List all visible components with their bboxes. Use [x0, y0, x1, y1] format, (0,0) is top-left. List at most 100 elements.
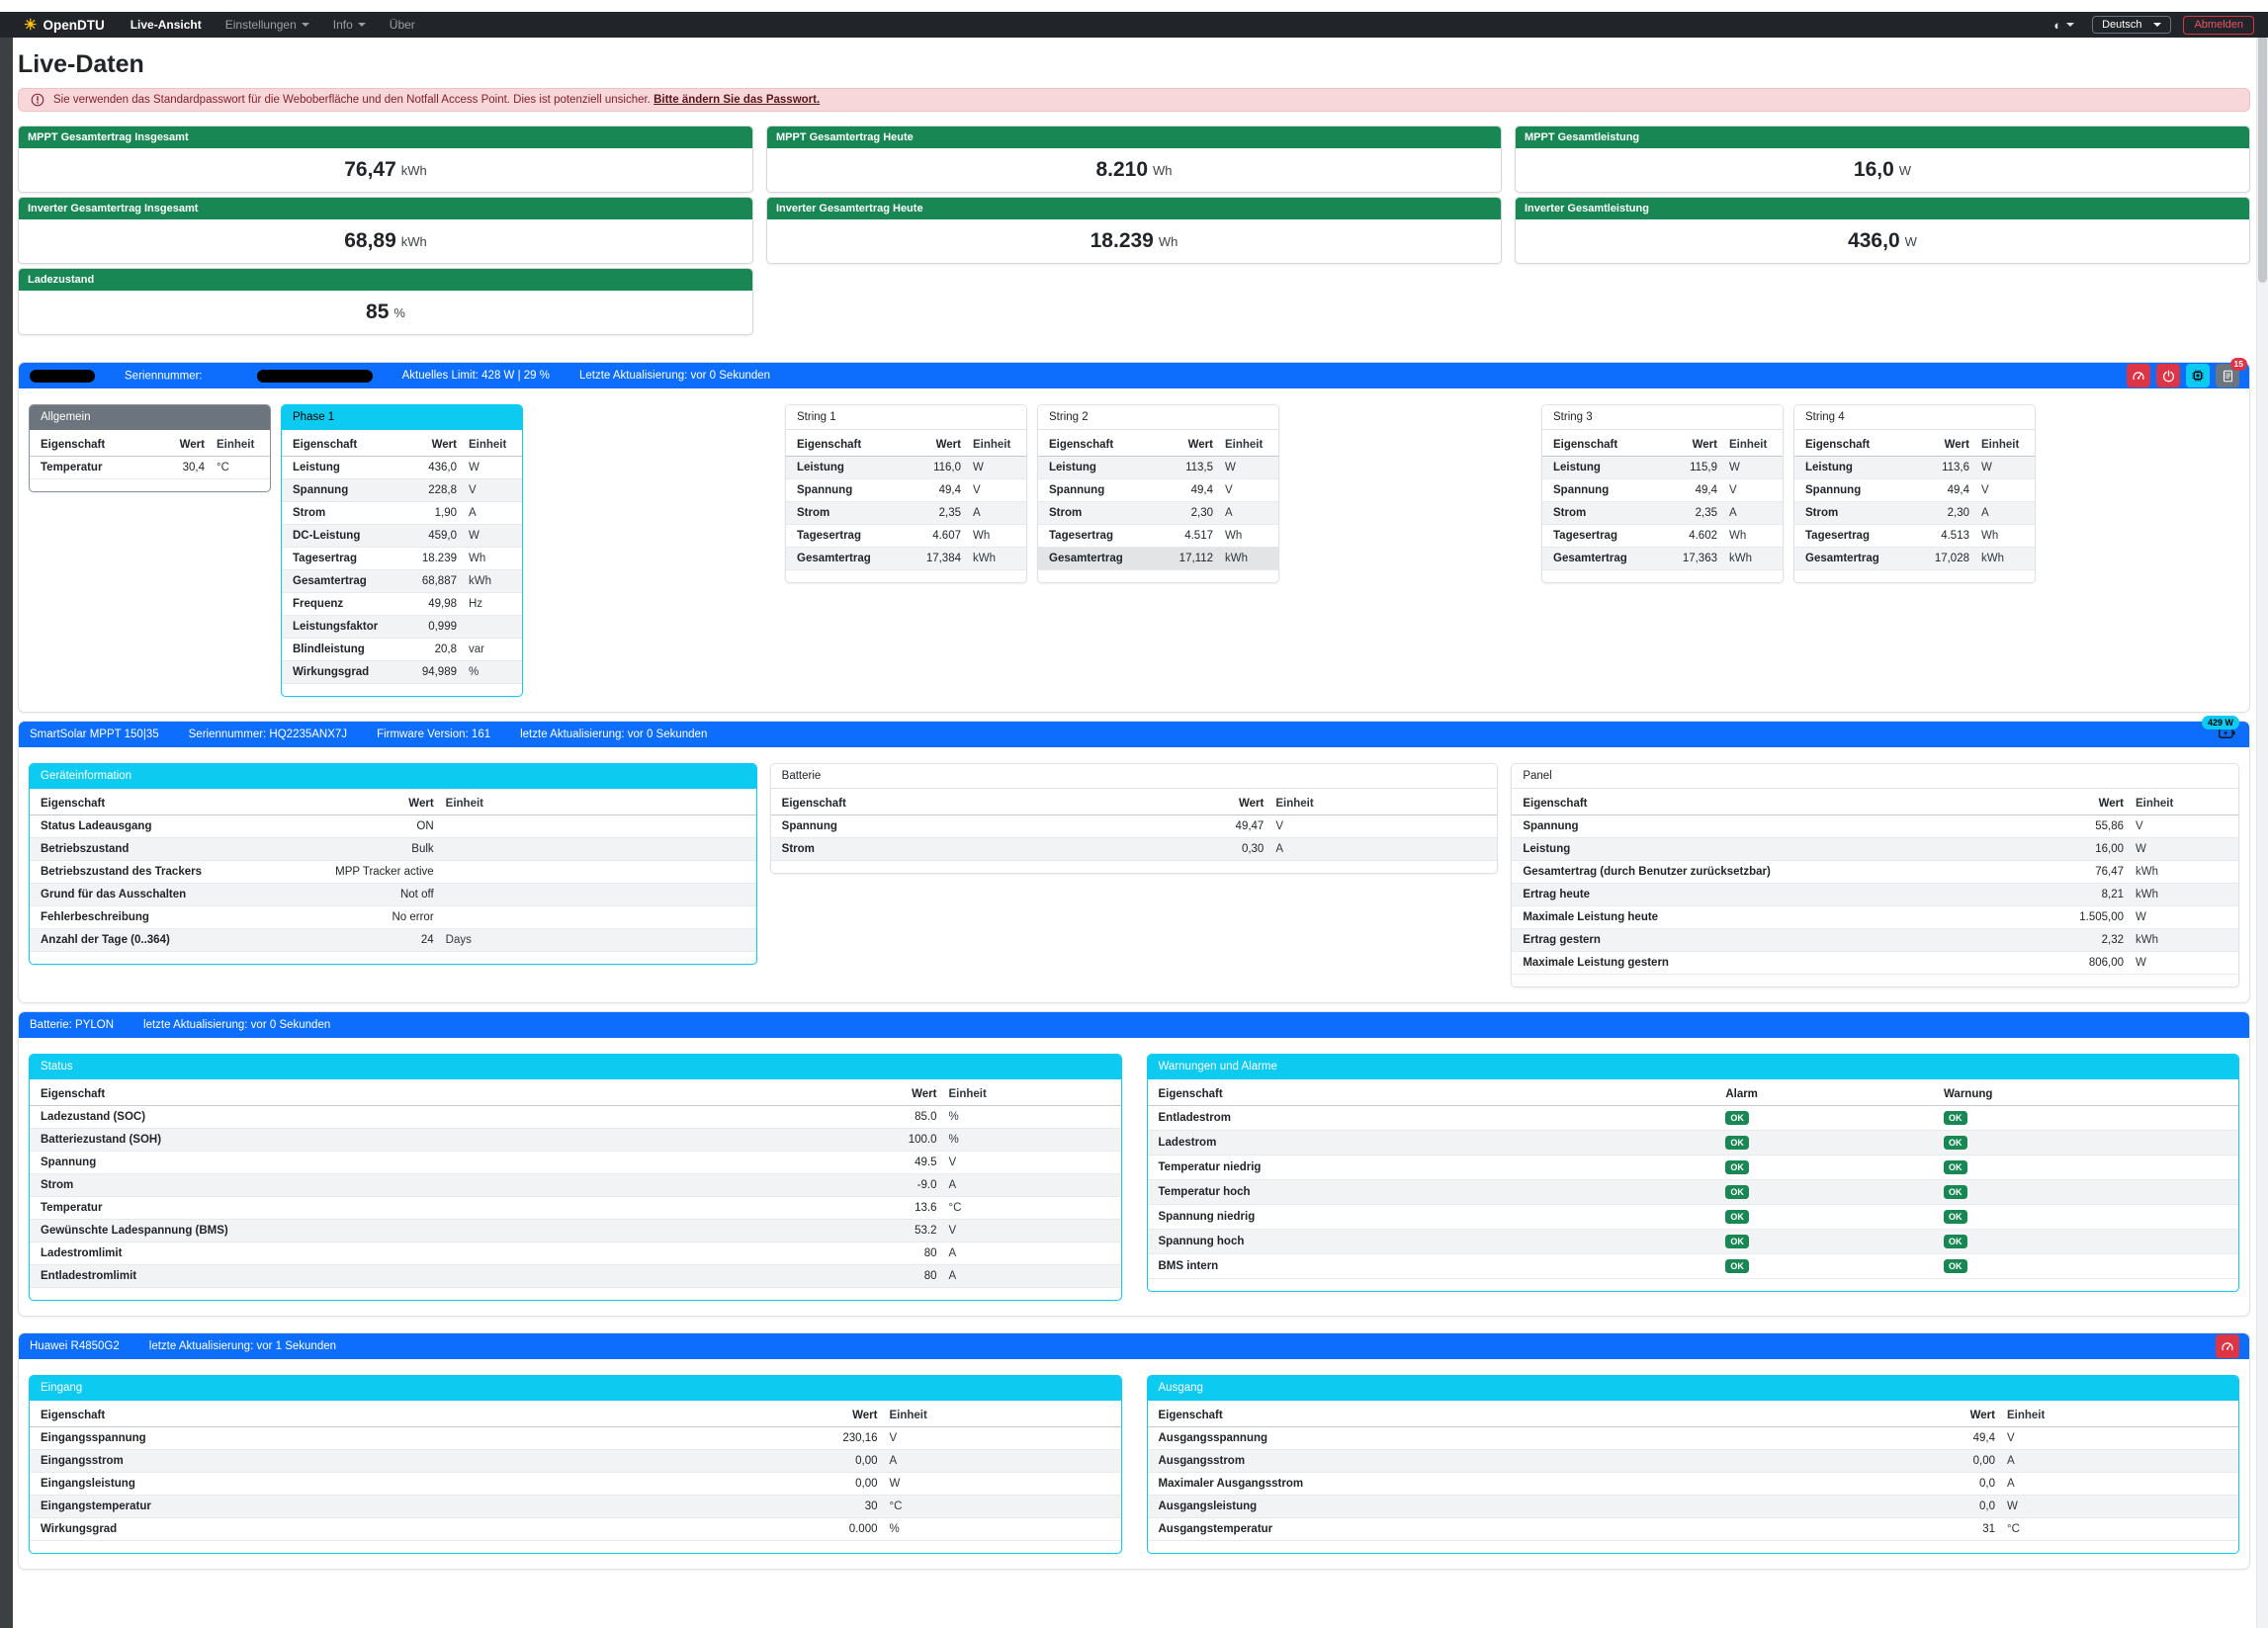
huawei-actions	[2216, 1334, 2239, 1358]
card-string-3: String 3 Eigenschaft Wert Einheit Leistung…	[1541, 404, 1784, 583]
table-row: Eingangsstrom 0,00 A	[30, 1449, 1121, 1473]
logout-button[interactable]: Abmelden	[2183, 15, 2254, 35]
table-row: Gesamtertrag 17,363 kWh	[1542, 547, 1783, 570]
table-row: Spannung 49,4 V	[1038, 478, 1278, 502]
vertical-scrollbar[interactable]	[2256, 24, 2268, 1628]
mppt-firmware: Firmware Version: 161	[377, 728, 491, 740]
card-title: String 1	[786, 405, 1026, 430]
password-warning-alert: Sie verwenden das Standardpasswort für d…	[18, 88, 2250, 112]
stat-card: MPPT Gesamtertrag Insgesamt 76,47 kWh	[18, 126, 753, 193]
table-row: Gewünschte Ladespannung (BMS) 53.2 V	[30, 1219, 1121, 1242]
nav-link[interactable]: Über	[389, 18, 415, 32]
table-row: Status Ladeausgang ON	[30, 814, 756, 838]
mppt-cards-row: Geräteinformation Eigenschaft Wert Einheit…	[29, 763, 2239, 987]
power-button[interactable]	[2156, 364, 2180, 387]
table-row: Gesamtertrag (durch Benutzer zurücksetzb…	[1512, 860, 2238, 884]
table-row: Tagesertrag 4.517 Wh	[1038, 524, 1278, 548]
card-title: Allgemein	[30, 405, 270, 430]
table-row: Grund für das Ausschalten Not off	[30, 883, 756, 906]
table-row: Fehlerbeschreibung No error	[30, 905, 756, 929]
stat-unit: Wh	[1153, 162, 1173, 178]
data-table: Eigenschaft Wert Einheit Status Ladeausgan…	[30, 793, 756, 952]
huawei-limit-button[interactable]	[2216, 1334, 2239, 1358]
stat-card-title: MPPT Gesamtertrag Insgesamt	[19, 127, 752, 148]
stat-column: MPPT Gesamtertrag Heute 8.210 Wh Inverter…	[766, 126, 1502, 264]
chevron-down-icon	[301, 23, 309, 27]
stat-unit: W	[1898, 162, 1912, 178]
scrollbar-thumb[interactable]	[2258, 26, 2267, 283]
data-table: Eigenschaft Wert Einheit Leistung 436,0 W Spa…	[282, 434, 522, 684]
table-row: Betriebszustand des Trackers MPP Tracker …	[30, 860, 756, 884]
change-password-link[interactable]: Bitte ändern Sie das Passwort.	[654, 94, 821, 106]
table-row: Strom 2,35 A	[1542, 501, 1783, 525]
alarm-ok-badge: OK	[1725, 1259, 1749, 1273]
table-row: Tagesertrag 4.513 Wh	[1794, 524, 2035, 548]
stat-unit: W	[1904, 233, 1917, 249]
empty-slot	[533, 404, 775, 408]
nav-link[interactable]: Live-Ansicht	[130, 18, 202, 32]
data-table: Eigenschaft Wert Einheit Leistung 113,5 W Spa…	[1038, 434, 1278, 570]
warning-ok-badge: OK	[1944, 1136, 1967, 1150]
huawei-cards-row: Eingang Eigenschaft Wert Einheit Eingangss…	[29, 1375, 2239, 1554]
event-log-button[interactable]: 15	[2216, 358, 2247, 387]
stat-unit: kWh	[400, 162, 427, 178]
inverter-limit: Aktuelles Limit: 428 W | 29 %	[401, 370, 550, 382]
table-row: Spannung 49,47 V	[770, 814, 1498, 838]
brand-link[interactable]: ☀ OpenDTU	[24, 18, 105, 33]
table-row: Blindleistung 20,8 var	[282, 638, 522, 661]
table-row: Tagesertrag 18.239 Wh	[282, 547, 522, 570]
table-row: Eingangsspannung 230,16 V	[30, 1426, 1121, 1450]
table-row: Ladezustand (SOC) 85.0%	[30, 1105, 1121, 1129]
redacted-inverter-name	[30, 369, 95, 383]
table-row: Gesamtertrag 17,112 kWh	[1038, 547, 1278, 570]
stat-unit: kWh	[400, 233, 427, 249]
table-row: Temperatur niedrig OK OK	[1147, 1155, 2238, 1180]
card-string-4: String 4 Eigenschaft Wert Einheit Leistung…	[1793, 404, 2036, 583]
stat-column: MPPT Gesamtleistung 16,0 W Inverter Gesam…	[1515, 126, 2250, 264]
battery-name: Batterie: PYLON	[30, 1019, 115, 1031]
table-row: Leistung 115,9 W	[1542, 456, 1783, 479]
table-row: Maximale Leistung heute 1.505,00 W	[1512, 905, 2238, 929]
mppt-serial: Seriennummer: HQ2235ANX7J	[188, 728, 348, 740]
limit-settings-button[interactable]	[2127, 364, 2150, 387]
table-row: Tagesertrag 4.607 Wh	[786, 524, 1026, 548]
warning-ok-badge: OK	[1944, 1235, 1967, 1248]
stat-card: Inverter Gesamtertrag Insgesamt 68,89 kWh	[18, 197, 753, 264]
warning-ok-badge: OK	[1944, 1259, 1967, 1273]
huawei-panel-header: Huawei R4850G2 letzte Aktualisierung: vo…	[19, 1333, 2249, 1359]
inverter-serial: Seriennummer:	[125, 369, 373, 383]
theme-toggle-button[interactable]: ◐	[2048, 17, 2080, 34]
table-row: Ausgangsleistung 0,0 W	[1147, 1495, 2238, 1518]
table-row: Ladestrom OK OK	[1147, 1130, 2238, 1156]
mppt-name: SmartSolar MPPT 150|35	[30, 728, 159, 740]
table-row: Temperatur hoch OK OK	[1147, 1179, 2238, 1205]
card-title: Eingang	[30, 1376, 1121, 1401]
battery-panel-header: Batterie: PYLON letzte Aktualisierung: v…	[19, 1012, 2249, 1038]
table-row: Spannung niedrig OK OK	[1147, 1204, 2238, 1230]
journal-icon	[2223, 370, 2232, 382]
stat-card-title: MPPT Gesamtertrag Heute	[767, 127, 1501, 148]
nav-link[interactable]: Info	[333, 18, 366, 32]
inverter-actions: 15	[2127, 358, 2247, 387]
stat-unit: %	[393, 304, 405, 320]
window-left-edge	[0, 21, 13, 1628]
language-select[interactable]: Deutsch	[2092, 16, 2172, 34]
device-info-button[interactable]	[2186, 364, 2210, 387]
table-row: Ertrag gestern 2,32 kWh	[1512, 928, 2238, 952]
card-title: Geräteinformation	[30, 764, 756, 789]
navbar-right: ◐ Deutsch Abmelden	[2048, 15, 2254, 35]
stat-value: 76,47	[344, 158, 396, 181]
huawei-panel: Huawei R4850G2 letzte Aktualisierung: vo…	[18, 1332, 2250, 1570]
event-count-badge: 15	[2229, 358, 2247, 371]
gauge-icon	[2222, 1342, 2233, 1351]
card-title: String 3	[1542, 405, 1783, 430]
table-row: Spannung 49,4 V	[1542, 478, 1783, 502]
data-table: Eigenschaft Wert Einheit Leistung 115,9 W Spa…	[1542, 434, 1783, 570]
nav-link[interactable]: Einstellungen	[225, 18, 309, 32]
alarm-ok-badge: OK	[1725, 1160, 1749, 1174]
card-title: Phase 1	[282, 405, 522, 430]
table-row: Spannung 49,4 V	[1794, 478, 2035, 502]
table-row: Temperatur 30,4 °C	[30, 456, 270, 479]
table-row: Leistung 116,0 W	[786, 456, 1026, 479]
table-row: Spannung 55,86 V	[1512, 814, 2238, 838]
